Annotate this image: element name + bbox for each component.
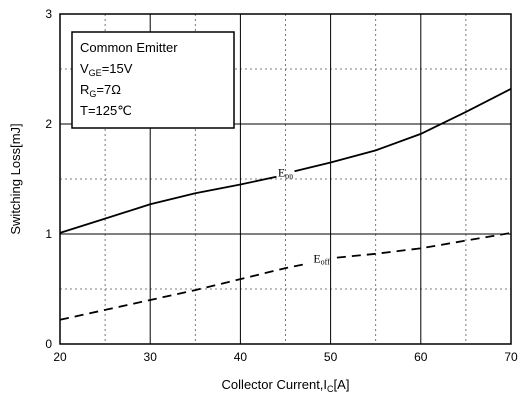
series-line-Eon [294,87,512,173]
series-lines: Eon Eoff [59,87,512,321]
tick-labels: 20 30 40 50 60 70 0 1 2 3 [45,7,518,364]
y-tick-label: 3 [45,7,52,21]
condition-line: T=125℃ [80,103,132,118]
x-tick-label: 60 [414,350,428,364]
x-tick-label: 20 [53,350,67,364]
series-label-Eon: Eon [278,166,293,181]
y-tick-label: 0 [45,337,52,351]
series-line-Eoff [336,232,512,259]
condition-line: Common Emitter [80,40,178,55]
series-label-Eoff: Eoff [313,251,330,266]
x-tick-label: 70 [504,350,518,364]
x-axis-title-main: Collector Current,I [222,377,327,392]
series-line-Eon [59,175,277,234]
y-tick-label: 1 [45,227,52,241]
x-axis-title-sub: C [327,384,334,394]
conditions-box: Common Emitter VGE=15V RG=7Ω T=125℃ [71,31,235,129]
x-tick-label: 30 [144,350,158,364]
x-tick-label: 40 [234,350,248,364]
y-axis-title: Switching Loss[mJ] [8,123,23,234]
x-axis-title-tail: [A] [334,377,350,392]
x-axis-title: Collector Current,IC[A] [222,377,350,394]
conditions-box-frame [71,31,235,129]
x-tick-label: 50 [324,350,338,364]
plot-frame [59,13,512,345]
series-line-Eoff [59,263,307,321]
condition-line: VGE=15V [80,61,133,78]
condition-line: RG=7Ω [80,82,121,99]
y-tick-label: 2 [45,117,52,131]
